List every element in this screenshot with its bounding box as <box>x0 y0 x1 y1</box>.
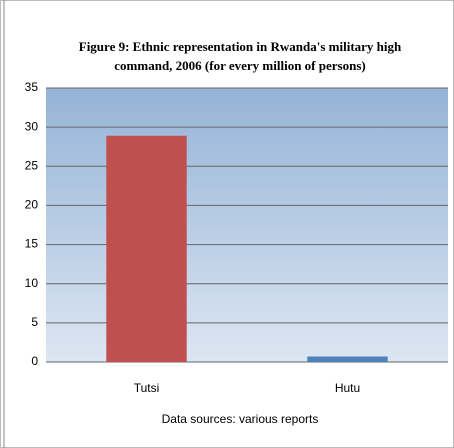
x-axis-label: Data sources: various reports <box>162 412 319 426</box>
chart-title: Figure 9: Ethnic representation in Rwand… <box>79 39 402 54</box>
y-tick-label: 20 <box>25 198 39 212</box>
x-tick-label: Tutsi <box>134 381 160 395</box>
y-tick-label: 35 <box>25 80 39 94</box>
chart-title: command, 2006 (for every million of pers… <box>114 58 365 73</box>
bar <box>307 356 388 362</box>
bar <box>106 135 187 362</box>
y-tick-label: 5 <box>31 315 38 329</box>
y-tick-label: 15 <box>25 237 39 251</box>
y-tick-label: 30 <box>25 119 39 133</box>
y-tick-label: 0 <box>31 354 38 368</box>
y-tick-label: 25 <box>25 158 39 172</box>
y-tick-label: 10 <box>25 276 39 290</box>
x-tick-label: Hutu <box>335 381 360 395</box>
